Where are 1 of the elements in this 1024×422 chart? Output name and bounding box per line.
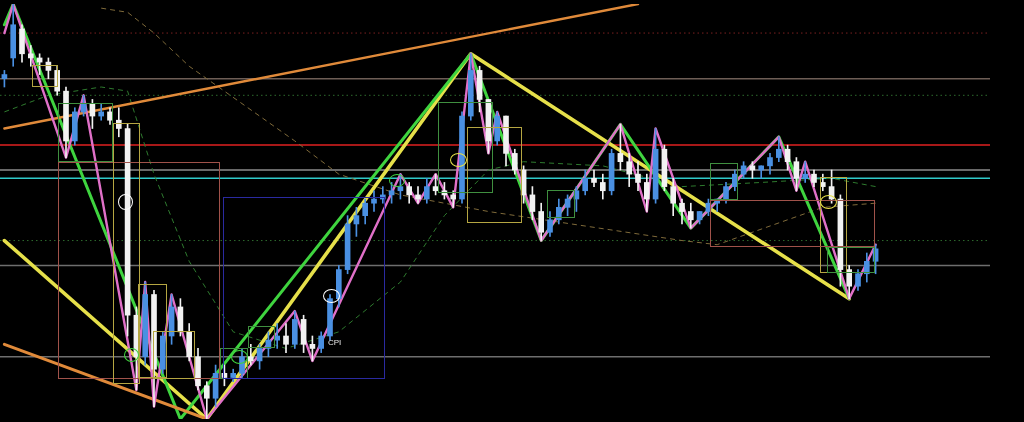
- annotation: CPI: [328, 338, 342, 347]
